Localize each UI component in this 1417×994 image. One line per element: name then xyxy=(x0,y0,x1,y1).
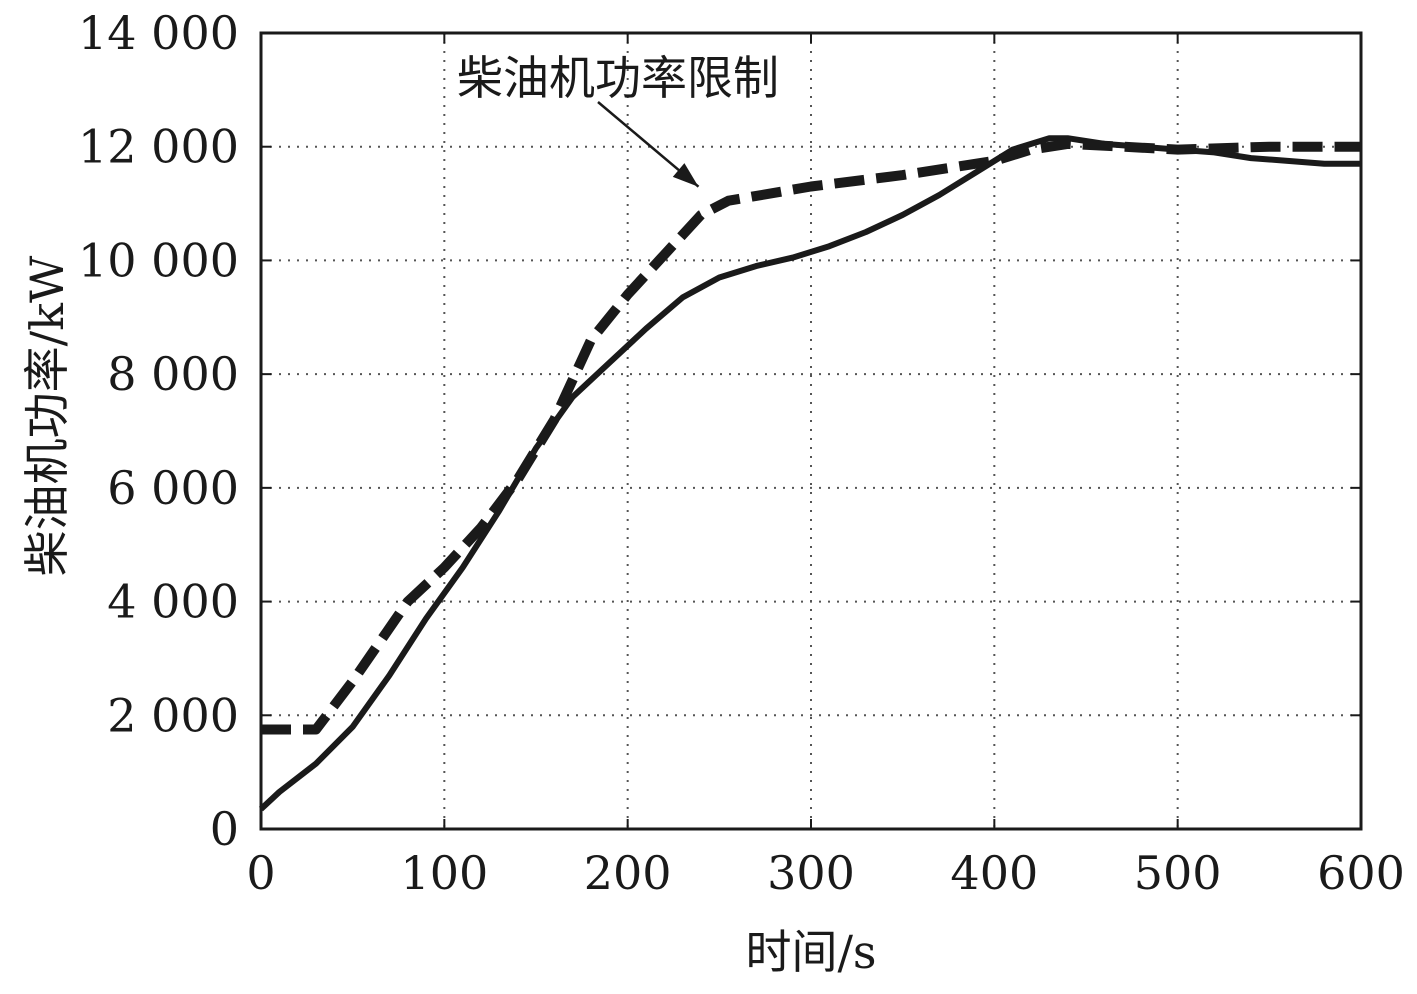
x-tick-label: 400 xyxy=(950,846,1038,900)
axis-ticks xyxy=(260,32,1362,830)
y-tick-label: 2 000 xyxy=(107,688,239,742)
y-tick-label: 12 000 xyxy=(78,120,239,174)
y-tick-label: 0 xyxy=(210,802,239,856)
x-tick-labels: 0 100 200 300 400 500 600 xyxy=(246,846,1405,900)
annotation-arrow-head xyxy=(672,163,699,187)
x-axis-label: 时间/s xyxy=(745,925,876,979)
y-axis-label: 柴油机功率/kW xyxy=(20,255,74,576)
y-tick-label: 6 000 xyxy=(107,461,239,515)
x-tick-label: 500 xyxy=(1134,846,1222,900)
x-tick-label: 200 xyxy=(584,846,672,900)
x-tick-label: 300 xyxy=(767,846,855,900)
series-line-dashed xyxy=(261,138,1361,735)
y-tick-label: 10 000 xyxy=(78,233,239,287)
y-tick-label: 8 000 xyxy=(107,347,239,401)
y-tick-label: 14 000 xyxy=(78,6,239,60)
y-tick-labels: 0 2 000 4 000 6 000 8 000 10 000 12 000 14 000 xyxy=(78,6,239,856)
x-tick-label: 100 xyxy=(400,846,488,900)
series-group xyxy=(258,135,1361,812)
annotation-label: 柴油机功率限制 xyxy=(457,51,779,105)
x-tick-label: 0 xyxy=(246,846,275,900)
grid xyxy=(261,33,1361,829)
annotation-arrow xyxy=(597,101,700,188)
x-tick-label: 600 xyxy=(1317,846,1405,900)
y-tick-label: 4 000 xyxy=(107,575,239,629)
